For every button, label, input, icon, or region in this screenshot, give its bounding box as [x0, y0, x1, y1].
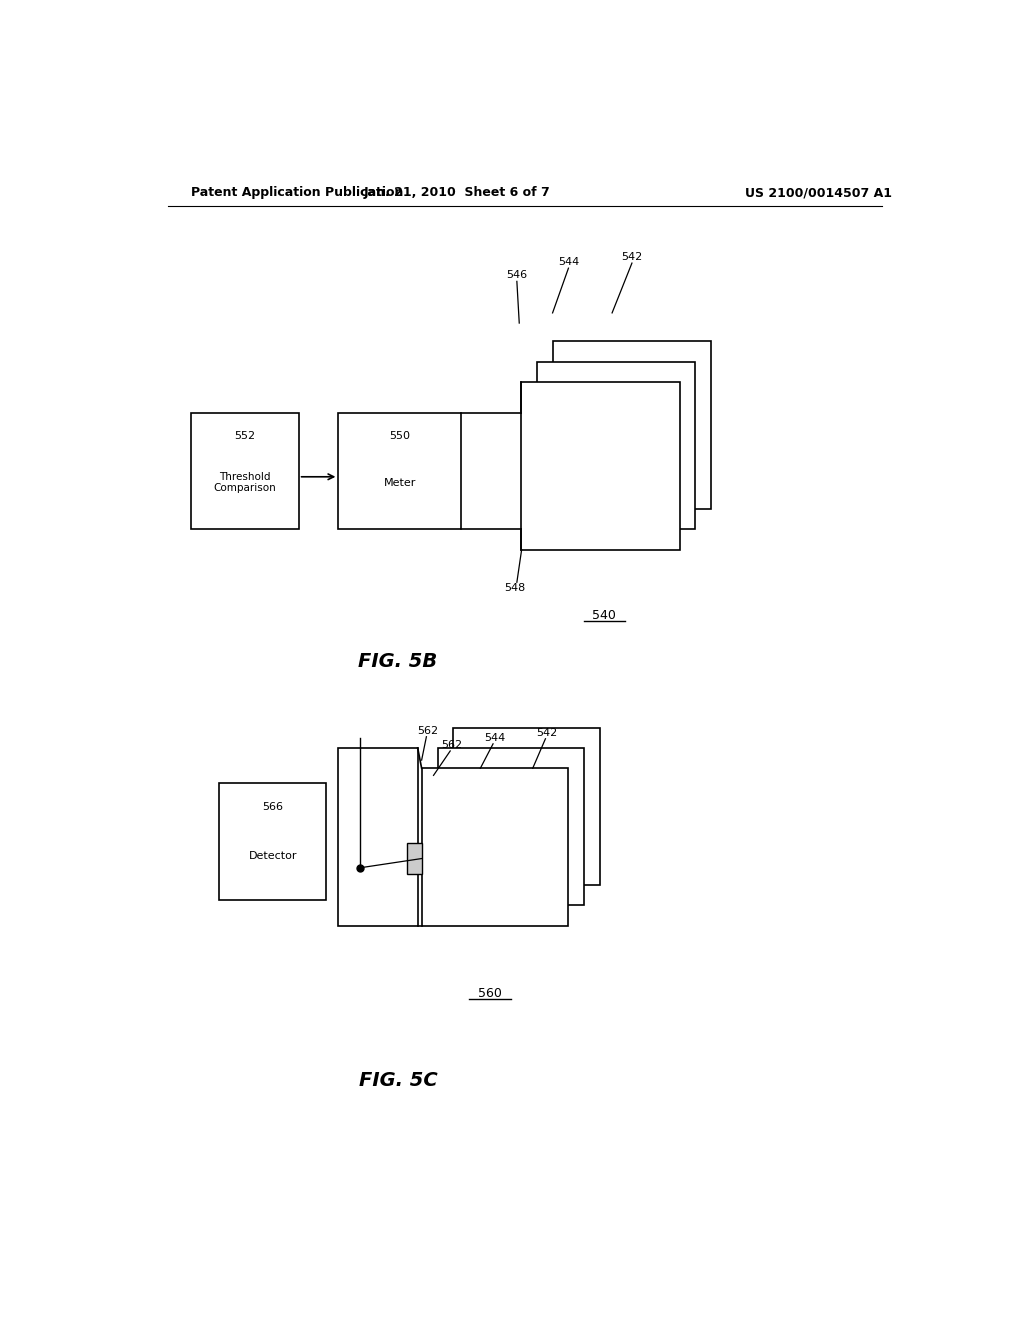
Text: Patent Application Publication: Patent Application Publication — [191, 186, 403, 199]
Text: US 2100/0014507 A1: US 2100/0014507 A1 — [744, 186, 892, 199]
Text: Meter: Meter — [384, 478, 416, 487]
Text: 548: 548 — [505, 583, 526, 593]
Bar — [537, 362, 695, 529]
Text: 566: 566 — [262, 801, 284, 812]
Bar — [521, 381, 680, 549]
Text: Jan. 21, 2010  Sheet 6 of 7: Jan. 21, 2010 Sheet 6 of 7 — [364, 186, 551, 199]
Bar — [219, 784, 327, 900]
Text: 542: 542 — [622, 252, 643, 263]
Bar — [338, 748, 418, 925]
Text: 540: 540 — [592, 610, 616, 622]
Text: 562: 562 — [441, 741, 463, 750]
Bar — [338, 413, 462, 529]
Bar — [553, 342, 712, 510]
Text: 562: 562 — [418, 726, 438, 735]
Text: FIG. 5C: FIG. 5C — [358, 1071, 437, 1090]
Text: 546: 546 — [506, 271, 527, 280]
Text: FIG. 5B: FIG. 5B — [358, 652, 437, 671]
Bar — [437, 748, 585, 906]
Bar — [422, 768, 568, 925]
Text: 542: 542 — [537, 727, 558, 738]
Bar — [408, 843, 422, 874]
Text: 544: 544 — [558, 257, 580, 267]
Text: Detector: Detector — [249, 851, 297, 861]
Bar — [191, 413, 299, 529]
Text: 550: 550 — [389, 430, 411, 441]
Text: 544: 544 — [484, 733, 505, 743]
Text: 552: 552 — [234, 430, 256, 441]
Text: Threshold
Comparison: Threshold Comparison — [214, 471, 276, 494]
Bar — [454, 727, 600, 886]
Text: 560: 560 — [478, 987, 502, 1001]
